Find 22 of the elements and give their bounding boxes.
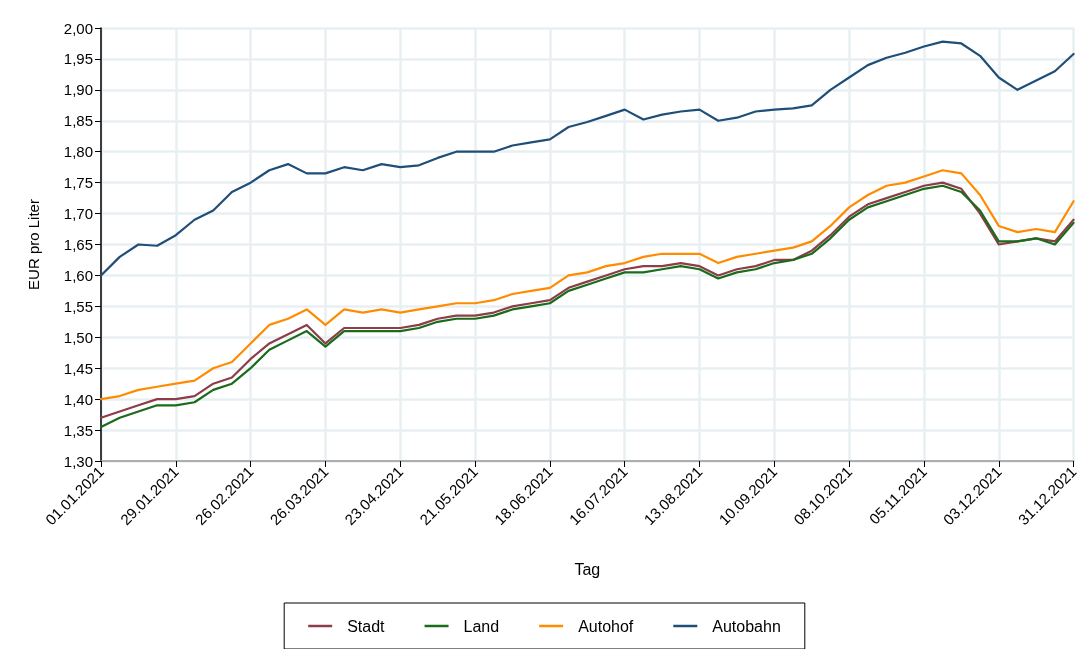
y-tick-label: 1,65: [63, 236, 93, 253]
line-series: [99, 40, 1075, 277]
y-tick-label: 1,30: [63, 452, 93, 470]
y-tick-label: 1,95: [63, 50, 93, 68]
legend-label: Autohof: [578, 617, 634, 635]
legend-label: Land: [463, 617, 500, 635]
y-tick-label: 1,60: [63, 266, 93, 284]
y-tick-label: 1,90: [63, 81, 93, 99]
y-tick-label: 1,45: [63, 359, 93, 377]
legend-label: Stadt: [347, 617, 386, 635]
y-tick-label: 1,70: [63, 205, 93, 223]
y-tick-label: 1,75: [63, 174, 93, 192]
y-tick-label: 1,50: [63, 328, 93, 346]
y-tick-label: 1,35: [63, 421, 93, 439]
y-tick-label: 1,40: [63, 390, 93, 408]
y-tick-label: 1,85: [63, 112, 93, 130]
y-tick-label: 1,55: [63, 297, 93, 315]
x-axis-title: Tag: [574, 560, 601, 578]
y-tick-label: 1,80: [63, 143, 93, 161]
y-axis-title: EUR pro Liter: [25, 199, 42, 290]
y-tick-label: 2,00: [63, 19, 93, 37]
legend-label: Autobahn: [712, 617, 781, 635]
